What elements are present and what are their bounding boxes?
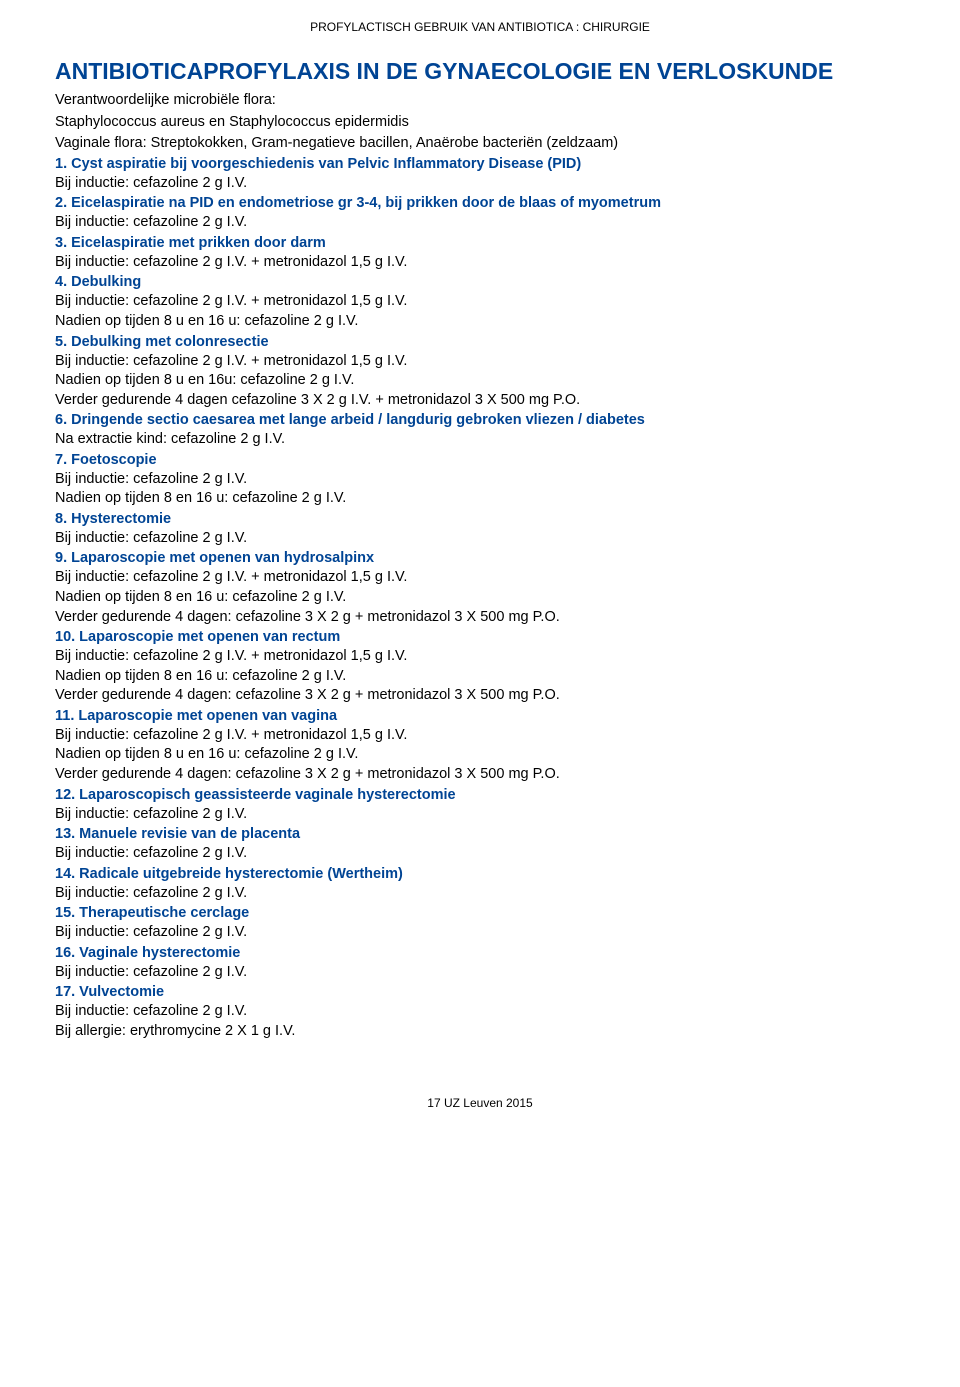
section-heading: 17. Vulvectomie [55,984,905,1000]
section-body-line: Bij inductie: cefazoline 2 g I.V. [55,529,905,549]
section-body-line: Nadien op tijden 8 en 16 u: cefazoline 2… [55,588,905,608]
section-body-line: Nadien op tijden 8 u en 16u: cefazoline … [55,371,905,391]
section-heading: 8. Hysterectomie [55,511,905,527]
section-heading: 9. Laparoscopie met openen van hydrosalp… [55,550,905,566]
section-body-line: Na extractie kind: cefazoline 2 g I.V. [55,430,905,450]
section-heading: 3. Eicelaspiratie met prikken door darm [55,235,905,251]
section-body-line: Bij inductie: cefazoline 2 g I.V. [55,963,905,983]
section-heading: 2. Eicelaspiratie na PID en endometriose… [55,195,905,211]
section-heading: 6. Dringende sectio caesarea met lange a… [55,412,905,428]
section-body-line: Verder gedurende 4 dagen: cefazoline 3 X… [55,765,905,785]
section-body-line: Bij inductie: cefazoline 2 g I.V. [55,844,905,864]
section-heading: 15. Therapeutische cerclage [55,905,905,921]
page-header: PROFYLACTISCH GEBRUIK VAN ANTIBIOTICA : … [55,20,905,34]
section-body-line: Bij inductie: cefazoline 2 g I.V. + metr… [55,292,905,312]
section-heading: 5. Debulking met colonresectie [55,334,905,350]
section-body-line: Bij inductie: cefazoline 2 g I.V. + metr… [55,568,905,588]
section-body-line: Bij inductie: cefazoline 2 g I.V. [55,213,905,233]
intro-line: Vaginale flora: Streptokokken, Gram-nega… [55,134,905,154]
section-heading: 14. Radicale uitgebreide hysterectomie (… [55,866,905,882]
section-heading: 16. Vaginale hysterectomie [55,945,905,961]
section-body-line: Bij inductie: cefazoline 2 g I.V. + metr… [55,647,905,667]
section-heading: 1. Cyst aspiratie bij voorgeschiedenis v… [55,156,905,172]
section-body-line: Verder gedurende 4 dagen: cefazoline 3 X… [55,686,905,706]
section-body-line: Verder gedurende 4 dagen: cefazoline 3 X… [55,608,905,628]
section-body-line: Nadien op tijden 8 en 16 u: cefazoline 2… [55,489,905,509]
document-page: PROFYLACTISCH GEBRUIK VAN ANTIBIOTICA : … [0,0,960,1140]
section-heading: 7. Foetoscopie [55,452,905,468]
section-body-line: Nadien op tijden 8 u en 16 u: cefazoline… [55,745,905,765]
section-heading: 13. Manuele revisie van de placenta [55,826,905,842]
intro-line: Verantwoordelijke microbiële flora: [55,91,905,111]
section-body-line: Bij inductie: cefazoline 2 g I.V. [55,470,905,490]
sections-container: 1. Cyst aspiratie bij voorgeschiedenis v… [55,156,905,1042]
section-body-line: Bij inductie: cefazoline 2 g I.V. [55,923,905,943]
section-body-line: Bij inductie: cefazoline 2 g I.V. [55,1002,905,1022]
section-body-line: Bij inductie: cefazoline 2 g I.V. + metr… [55,352,905,372]
section-body-line: Bij inductie: cefazoline 2 g I.V. [55,884,905,904]
section-body-line: Bij inductie: cefazoline 2 g I.V. + metr… [55,726,905,746]
intro-block: Verantwoordelijke microbiële flora:Staph… [55,91,905,154]
page-footer: 17 UZ Leuven 2015 [55,1096,905,1110]
intro-line: Staphylococcus aureus en Staphylococcus … [55,113,905,133]
section-body-line: Nadien op tijden 8 u en 16 u: cefazoline… [55,312,905,332]
section-heading: 12. Laparoscopisch geassisteerde vaginal… [55,787,905,803]
section-body-line: Bij allergie: erythromycine 2 X 1 g I.V. [55,1022,905,1042]
section-body-line: Bij inductie: cefazoline 2 g I.V. [55,174,905,194]
section-body-line: Verder gedurende 4 dagen cefazoline 3 X … [55,391,905,411]
main-title: ANTIBIOTICAPROFYLAXIS IN DE GYNAECOLOGIE… [55,58,905,85]
section-heading: 10. Laparoscopie met openen van rectum [55,629,905,645]
section-body-line: Bij inductie: cefazoline 2 g I.V. + metr… [55,253,905,273]
section-body-line: Nadien op tijden 8 en 16 u: cefazoline 2… [55,667,905,687]
section-heading: 4. Debulking [55,274,905,290]
section-body-line: Bij inductie: cefazoline 2 g I.V. [55,805,905,825]
section-heading: 11. Laparoscopie met openen van vagina [55,708,905,724]
